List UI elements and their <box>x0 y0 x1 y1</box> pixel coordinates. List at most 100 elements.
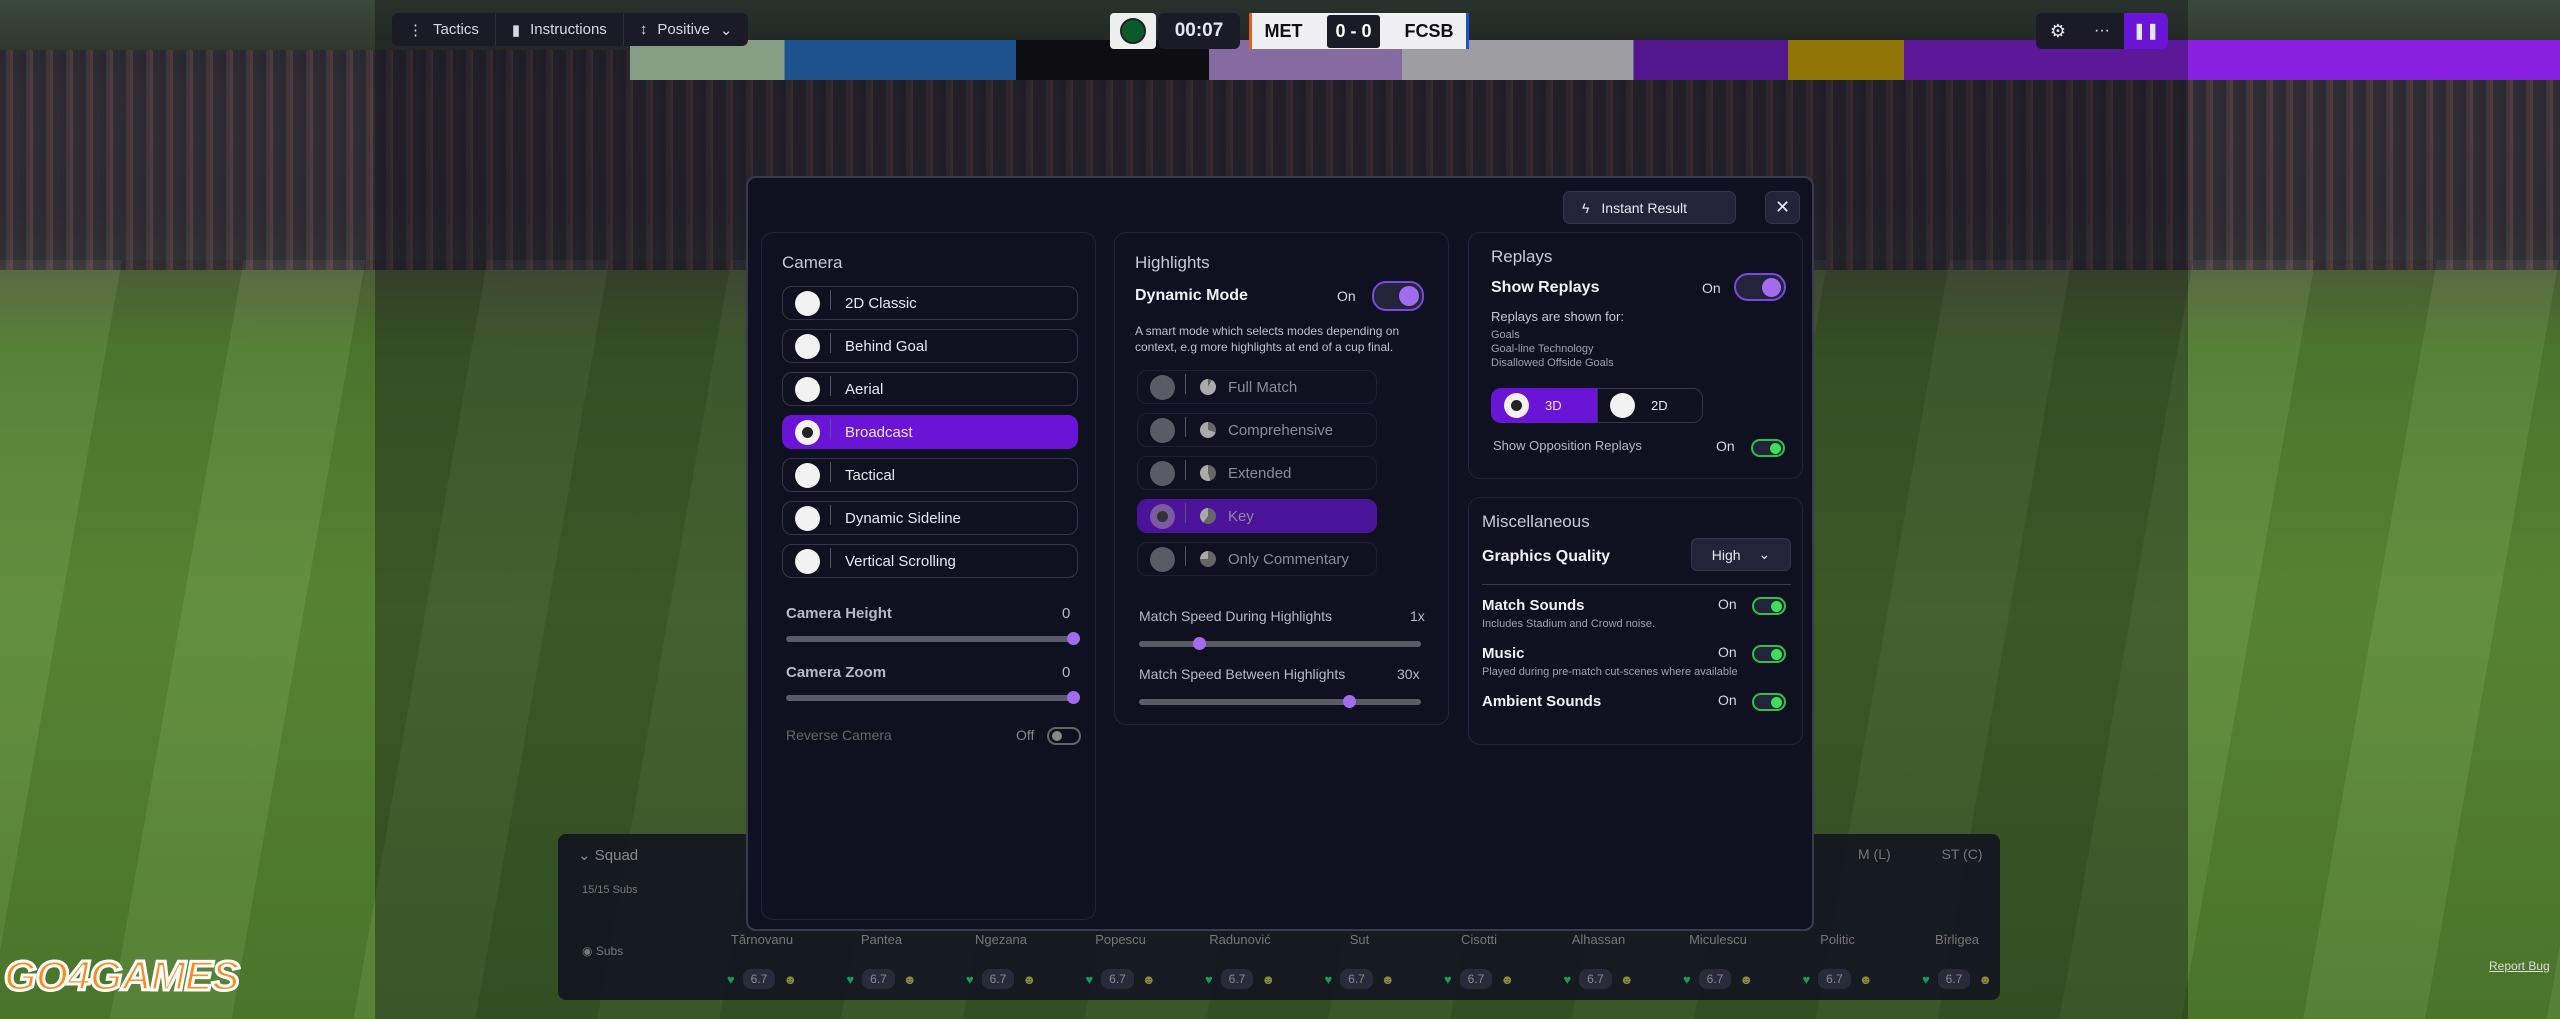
player-name[interactable]: Cisotti <box>1460 932 1498 947</box>
pie-icon <box>1200 465 1216 481</box>
slider-thumb[interactable] <box>1193 637 1206 650</box>
player-rating-row: ♥ 6.7 ☻ <box>1057 969 1185 989</box>
highlight-option[interactable]: Only Commentary <box>1137 542 1377 576</box>
player-name[interactable]: Miculescu <box>1689 932 1747 947</box>
mentality-label: Positive <box>657 21 710 38</box>
dynamic-mode-value: On <box>1337 288 1356 304</box>
camera-option[interactable]: Dynamic Sideline <box>782 501 1078 535</box>
subs-label: Subs <box>595 944 624 958</box>
right-controls: ⚙ ··· ❚❚ <box>2036 13 2168 49</box>
player-name[interactable]: Bîrligea <box>1934 932 1980 947</box>
report-bug-link[interactable]: Report Bug <box>2489 959 2550 973</box>
camera-title: Camera <box>782 253 843 272</box>
player-name[interactable]: Tărnovanu <box>730 932 794 947</box>
camera-height-value: 0 <box>1062 605 1071 622</box>
speed-between-slider[interactable] <box>1139 695 1421 708</box>
instant-result-label: Instant Result <box>1601 199 1688 216</box>
pause-icon[interactable]: ❚❚ <box>2124 13 2168 49</box>
lightning-icon: ϟ <box>1582 199 1590 216</box>
camera-option[interactable]: Vertical Scrolling <box>782 544 1078 578</box>
music-label: Music <box>1482 645 1525 662</box>
highlight-option[interactable]: Comprehensive <box>1137 413 1377 447</box>
radio-icon <box>795 462 820 488</box>
player-rating: 6.7 <box>862 969 895 989</box>
camera-panel: Camera 2D Classic Behind Goal Aerial Broadc… <box>761 232 1096 920</box>
gear-icon[interactable]: ⚙ <box>2049 20 2067 41</box>
opposition-replays-toggle[interactable] <box>1751 439 1785 457</box>
go4games-logo: GO4GAMES <box>3 951 242 1001</box>
player-rating-row: ♥ 6.7 ☻ <box>698 969 826 989</box>
misc-title: Miscellaneous <box>1482 512 1590 531</box>
pie-icon <box>1200 379 1216 395</box>
position-label: ST (C) <box>1941 846 1983 862</box>
radio-icon <box>1150 374 1175 400</box>
ellipsis-icon[interactable]: ··· <box>2094 22 2110 39</box>
replays-shown-for: Replays are shown for: <box>1491 309 1624 324</box>
squad-toggle[interactable]: ⌄ Squad <box>578 847 639 864</box>
player-name[interactable]: Alhassan <box>1571 932 1626 947</box>
home-team: MET <box>1264 20 1303 41</box>
player-name[interactable]: Politic <box>1820 932 1855 947</box>
heart-icon: ♥ <box>1443 971 1452 987</box>
player-name[interactable]: Pantea <box>860 932 903 947</box>
show-replays-toggle[interactable] <box>1734 273 1786 301</box>
speed-during-slider[interactable] <box>1139 637 1421 650</box>
camera-option-label: Aerial <box>845 380 884 398</box>
replay-type: Goals <box>1491 329 1520 341</box>
player-rating-row: ♥ 6.7 ☻ <box>1415 969 1543 989</box>
camera-option[interactable]: Aerial <box>782 372 1078 406</box>
player-name[interactable]: Sut <box>1349 932 1370 947</box>
camera-option[interactable]: Broadcast <box>782 415 1078 449</box>
mentality-dropdown[interactable]: ↕ Positive ⌄ <box>624 13 749 46</box>
ambient-sounds-toggle[interactable] <box>1752 693 1786 711</box>
instant-result-button[interactable]: ϟ Instant Result <box>1563 191 1736 224</box>
player-rating-row: ♥ 6.7 ☻ <box>1296 969 1424 989</box>
slider-thumb[interactable] <box>1343 695 1356 708</box>
smiley-icon: ☻ <box>1141 971 1156 987</box>
heart-icon: ♥ <box>726 971 735 987</box>
smiley-icon: ☻ <box>1978 971 1993 987</box>
instructions-button[interactable]: ▮ Instructions <box>496 13 624 46</box>
music-toggle[interactable] <box>1752 645 1786 663</box>
replay-type: Disallowed Offside Goals <box>1491 357 1614 369</box>
slider-thumb[interactable] <box>1067 691 1080 704</box>
player-rating: 6.7 <box>1340 969 1373 989</box>
replay-3d-option[interactable]: 3D <box>1491 388 1597 423</box>
close-icon[interactable]: ✕ <box>1765 191 1800 224</box>
radio-icon <box>1150 503 1175 529</box>
ambient-sounds-value: On <box>1718 692 1737 708</box>
graphics-quality-dropdown[interactable]: High ⌄ <box>1691 538 1791 571</box>
camera-option[interactable]: Behind Goal <box>782 329 1078 363</box>
player-rating-row: ♥ 6.7 ☻ <box>1535 969 1663 989</box>
reverse-camera-toggle[interactable] <box>1047 727 1081 745</box>
player-name[interactable]: Ngezana <box>974 932 1028 947</box>
player-name[interactable]: Popescu <box>1095 932 1146 947</box>
speed-during-label: Match Speed During Highlights <box>1139 608 1332 624</box>
graphics-quality-value: High <box>1711 546 1741 563</box>
player-rating-row: ♥ 6.7 ☻ <box>1654 969 1782 989</box>
highlight-option[interactable]: Key <box>1137 499 1377 533</box>
subs-toggle[interactable]: ◉ Subs <box>582 944 624 958</box>
match-sounds-label: Match Sounds <box>1482 597 1585 614</box>
pie-icon <box>1200 551 1216 567</box>
slider-thumb[interactable] <box>1067 632 1080 645</box>
opposition-replays-value: On <box>1716 438 1735 454</box>
match-sounds-toggle[interactable] <box>1752 597 1786 615</box>
highlight-option[interactable]: Extended <box>1137 456 1377 490</box>
radio-icon <box>795 548 820 574</box>
camera-option[interactable]: Tactical <box>782 458 1078 492</box>
camera-height-slider[interactable] <box>786 632 1080 645</box>
replay-2d-option[interactable]: 2D <box>1597 388 1703 423</box>
clipboard-icon: ▮ <box>511 21 521 39</box>
chevron-down-icon: ⌄ <box>1758 546 1771 562</box>
tactics-button[interactable]: ⋮ Tactics <box>392 13 496 46</box>
dynamic-mode-toggle[interactable] <box>1372 281 1424 311</box>
highlight-option[interactable]: Full Match <box>1137 370 1377 404</box>
smiley-icon: ☻ <box>1739 971 1754 987</box>
camera-height-label: Camera Height <box>786 605 892 622</box>
camera-option[interactable]: 2D Classic <box>782 286 1078 320</box>
camera-zoom-slider[interactable] <box>786 691 1080 704</box>
heart-icon: ♥ <box>1563 971 1572 987</box>
player-name[interactable]: Radunović <box>1209 932 1271 947</box>
heart-icon: ♥ <box>1324 971 1333 987</box>
